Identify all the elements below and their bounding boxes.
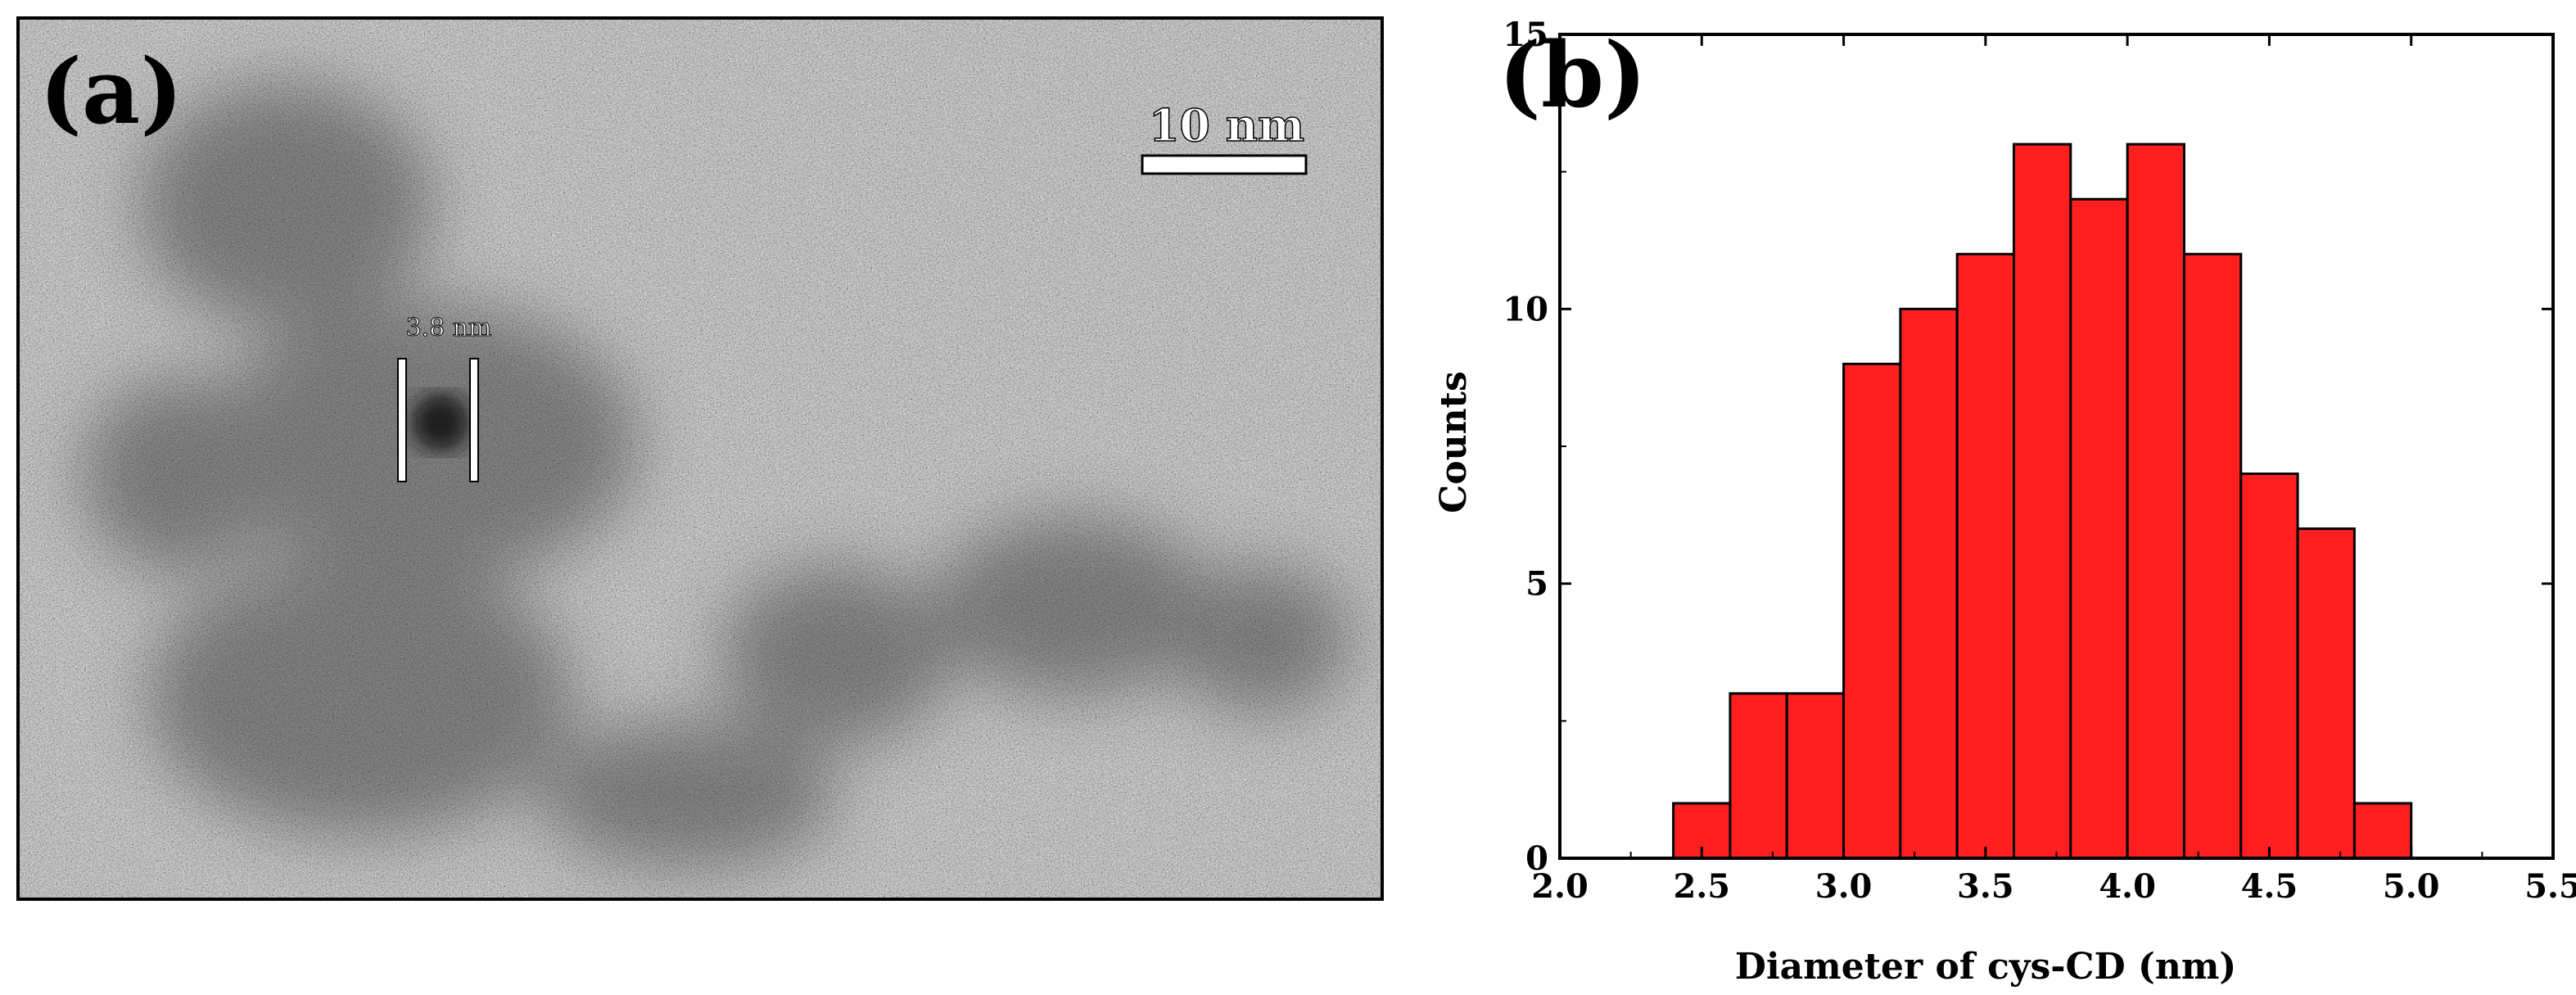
panel-a-label: (a) xyxy=(39,38,183,144)
x-tick-label: 3.5 xyxy=(1957,867,2014,906)
histogram-bar xyxy=(2296,527,2356,860)
histogram-panel: (b) 2.0 2.5 3.0 3.5 4.0 4.5 5.0 5.5 0 5 10 15 Diame… xyxy=(1433,16,2576,988)
x-tick-label: 3.0 xyxy=(1815,867,1873,906)
tem-particle xyxy=(411,393,470,452)
x-tick-label: 4.5 xyxy=(2241,867,2298,906)
x-tick-label: 5.0 xyxy=(2383,867,2440,906)
histogram-bar xyxy=(2182,252,2243,860)
histogram-bar xyxy=(1729,692,1788,860)
particle-measure-right-bar xyxy=(469,358,479,482)
scale-bar xyxy=(1141,154,1308,175)
histogram-bar xyxy=(2013,142,2072,860)
scale-bar-label: 10 nm xyxy=(1149,99,1304,152)
histogram-bar xyxy=(2239,473,2299,860)
x-tick-label: 4.0 xyxy=(2099,867,2156,906)
y-tick-label: 5 xyxy=(1525,565,1548,604)
x-tick-label: 2.5 xyxy=(1673,867,1730,906)
y-axis-title: Counts xyxy=(1433,371,1475,513)
panel-b-label: (b) xyxy=(1498,22,1647,128)
histogram-bar xyxy=(2352,802,2413,860)
histogram-bar xyxy=(2126,142,2185,860)
x-tick-label: 5.5 xyxy=(2524,867,2576,906)
tem-frame xyxy=(16,16,1384,901)
y-tick-label: 15 xyxy=(1503,16,1548,54)
histogram-bar xyxy=(1899,307,1959,860)
particle-measure-label: 3.8 nm xyxy=(405,314,491,342)
histogram-bar xyxy=(1785,692,1846,860)
y-tick-label: 0 xyxy=(1525,839,1548,878)
plot-area: 2.0 2.5 3.0 3.5 4.0 4.5 5.0 5.5 0 5 10 15 xyxy=(1503,16,2576,906)
tem-micrograph-panel: (a) 10 nm 3.8 nm xyxy=(16,16,1384,901)
histogram-bar xyxy=(1955,252,2016,860)
y-tick-label: 10 xyxy=(1503,290,1548,328)
particle-measure-left-bar xyxy=(397,358,407,482)
histogram-bar xyxy=(1842,362,1902,860)
x-tick-label: 2.0 xyxy=(1531,867,1589,906)
histogram-bar xyxy=(2069,197,2129,860)
x-axis-title: Diameter of cys-CD (nm) xyxy=(1735,946,2236,988)
tem-dark-regions xyxy=(82,82,1351,868)
